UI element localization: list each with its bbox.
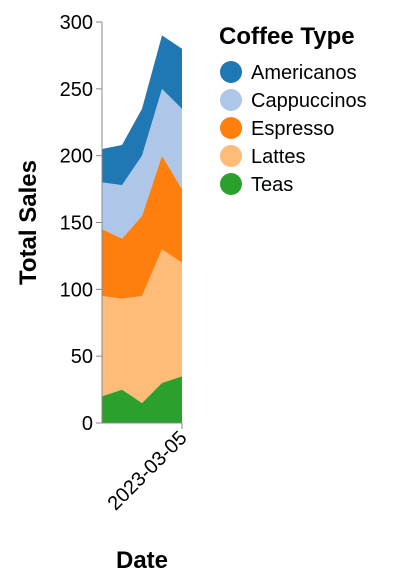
y-tick-label: 50: [71, 346, 93, 368]
legend-label-teas: Teas: [251, 174, 293, 196]
area-espresso: [102, 155, 182, 299]
plot-area: [102, 35, 182, 423]
area-teas: [102, 376, 182, 423]
legend-swatch-americanos: [220, 61, 242, 83]
y-tick-label: 250: [60, 79, 93, 101]
x-tick-label: 2023-03-05: [104, 427, 192, 515]
legend-label-espresso: Espresso: [251, 118, 334, 140]
x-axis-title: Date: [116, 547, 168, 574]
y-tick-label: 100: [60, 279, 93, 301]
legend-label-americanos: Americanos: [251, 62, 357, 84]
legend-swatch-espresso: [220, 117, 242, 139]
legend-title: Coffee Type: [219, 23, 355, 50]
x-axis: 2023-03-05: [102, 422, 192, 515]
y-tick-label: 200: [60, 146, 93, 168]
legend-swatch-teas: [220, 173, 242, 195]
legend-swatch-lattes: [220, 145, 242, 167]
y-tick-label: 0: [82, 413, 93, 435]
y-tick-label: 300: [60, 12, 93, 34]
legend: Coffee Type Americanos Cappuccinos Espress…: [219, 23, 367, 196]
area-lattes: [102, 249, 182, 403]
area-americanos: [102, 35, 182, 186]
y-axis-title: Total Sales: [15, 160, 42, 285]
area-cappuccinos: [102, 88, 182, 239]
legend-label-cappuccinos: Cappuccinos: [251, 90, 367, 112]
legend-swatch-cappuccinos: [220, 89, 242, 111]
y-tick-label: 150: [60, 213, 93, 235]
legend-label-lattes: Lattes: [251, 146, 305, 168]
y-axis: 0 50 100 150 200 250 300: [60, 12, 103, 435]
